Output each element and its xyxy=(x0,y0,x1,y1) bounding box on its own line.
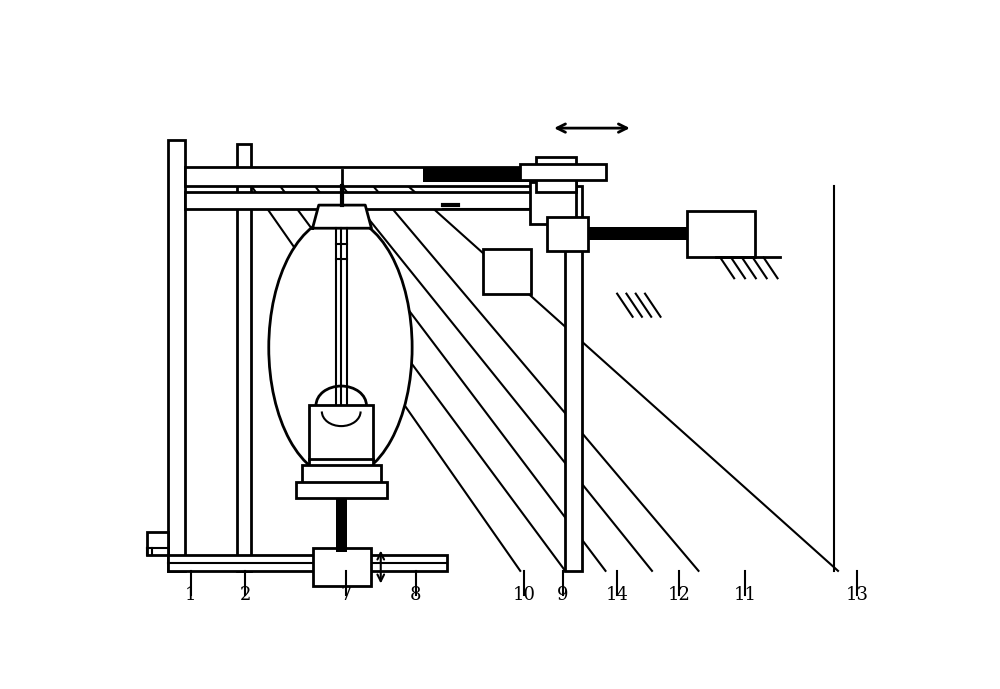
Bar xyxy=(296,482,387,497)
Bar xyxy=(313,548,371,586)
Polygon shape xyxy=(313,205,371,228)
Text: 2: 2 xyxy=(239,586,251,604)
Text: 12: 12 xyxy=(668,586,691,604)
Text: 9: 9 xyxy=(557,586,569,604)
Bar xyxy=(309,405,373,467)
Bar xyxy=(588,227,687,240)
Bar xyxy=(168,555,447,571)
Bar xyxy=(565,186,582,571)
Text: 13: 13 xyxy=(846,586,869,604)
Text: 7: 7 xyxy=(340,586,352,604)
Text: 10: 10 xyxy=(513,586,536,604)
Bar xyxy=(302,464,381,486)
Bar xyxy=(536,157,576,192)
Bar xyxy=(147,533,168,555)
Bar xyxy=(687,212,755,258)
Text: 8: 8 xyxy=(410,586,421,604)
Bar xyxy=(185,192,537,209)
Text: 11: 11 xyxy=(734,586,757,604)
Bar xyxy=(185,167,537,186)
Bar xyxy=(336,497,347,552)
Bar xyxy=(168,140,185,571)
Ellipse shape xyxy=(269,216,412,478)
Bar xyxy=(237,143,251,571)
Bar xyxy=(547,216,588,251)
Text: 14: 14 xyxy=(606,586,629,604)
Bar xyxy=(483,249,531,294)
Bar xyxy=(520,163,606,181)
Bar xyxy=(423,168,547,182)
Text: 1: 1 xyxy=(185,586,197,604)
Bar xyxy=(530,182,576,225)
